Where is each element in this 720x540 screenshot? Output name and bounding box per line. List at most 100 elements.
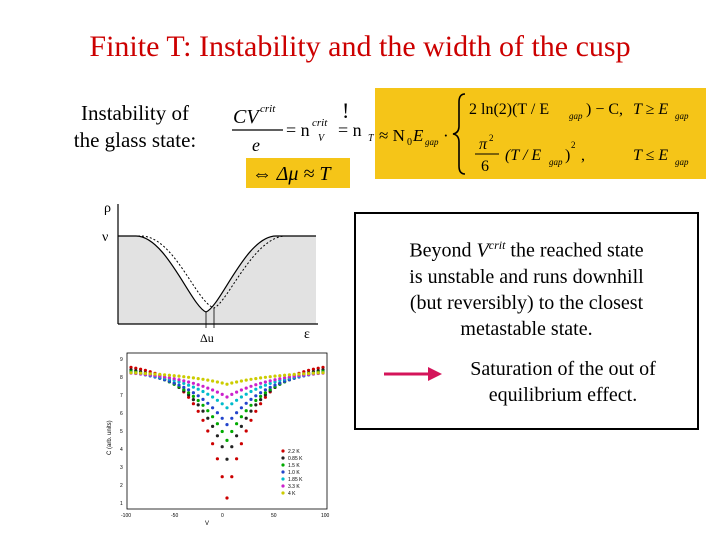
legend-label: 0.85 K (288, 456, 303, 462)
explanation-box: Beyond Vcrit the reached state is unstab… (354, 212, 699, 430)
data-point (177, 380, 181, 384)
data-point (211, 424, 215, 428)
data-point (172, 374, 176, 378)
data-point (220, 429, 224, 434)
data-point (268, 381, 272, 385)
data-point (139, 367, 143, 371)
data-point (215, 457, 219, 461)
data-point (302, 372, 306, 376)
data-point (263, 375, 267, 379)
data-point (311, 371, 315, 375)
y-tick-label: 8 (120, 375, 123, 381)
data-point (196, 387, 200, 391)
data-point (201, 377, 205, 381)
data-point (201, 389, 205, 394)
data-point (182, 387, 186, 392)
saturation-line-2: equilibrium effect. (488, 384, 638, 406)
data-point (263, 388, 267, 392)
data-point (254, 398, 258, 403)
data-plot-bg (87, 343, 337, 527)
data-point (235, 411, 239, 415)
data-point (182, 375, 186, 379)
data-point (187, 395, 191, 399)
data-point (263, 380, 267, 384)
rho-x-label: ε (304, 327, 310, 342)
data-point (259, 398, 263, 402)
data-point (239, 388, 243, 392)
data-point (278, 381, 282, 385)
data-point (273, 378, 277, 382)
case2-den: 6 (481, 158, 489, 175)
data-point (211, 442, 215, 446)
legend-label: 4 K (288, 491, 296, 497)
data-point (263, 391, 267, 395)
rho-plot-svg: ρ ν ε Δu (102, 201, 318, 345)
data-point (187, 380, 191, 384)
data-point (215, 411, 219, 415)
lhs-sup: crit (260, 103, 276, 115)
data-series-7 (129, 371, 325, 386)
legend-marker (281, 491, 285, 495)
legend-marker (281, 477, 285, 481)
slide-title: Finite T: Instability and the width of t… (89, 30, 631, 63)
data-point (196, 398, 200, 403)
data-point (239, 395, 243, 399)
data-point (225, 406, 229, 410)
data-point (225, 457, 229, 461)
eq1: = n (286, 120, 310, 140)
case2-num: π (479, 136, 488, 153)
legend-marker (281, 463, 285, 467)
y-tick-label: 7 (120, 393, 123, 399)
data-point (211, 388, 215, 392)
data-point (321, 365, 325, 369)
data-point (268, 375, 272, 379)
data-point (230, 402, 234, 406)
data-point (225, 438, 229, 442)
data-point (235, 434, 239, 438)
data-point (283, 373, 287, 377)
legend-marker (281, 470, 285, 474)
approx: ≈ N (379, 126, 405, 145)
data-point (230, 416, 234, 420)
data-point (215, 390, 219, 394)
data-point (172, 377, 176, 381)
instability-line-2: the glass state: (73, 128, 197, 152)
eq1-sub: V (318, 133, 326, 144)
eq1-sup: crit (312, 117, 328, 129)
data-point (182, 381, 186, 385)
legend-label: 1.5 K (288, 463, 300, 469)
y-tick-label: 6 (120, 411, 123, 417)
data-point (259, 385, 263, 389)
data-point (187, 391, 191, 395)
legend-marker (281, 456, 285, 460)
data-point (206, 386, 210, 390)
data-point (225, 423, 229, 427)
data-point (263, 383, 267, 387)
data-point (220, 402, 224, 406)
x-tick-label: -50 (171, 513, 178, 519)
data-point (244, 401, 248, 405)
data-point (220, 392, 224, 396)
delta-svg: ⇔ Δμ ≈ T (252, 163, 332, 185)
data-point (196, 394, 200, 398)
data-point (235, 457, 239, 461)
data-point (235, 398, 239, 402)
data-point (167, 376, 171, 380)
x-tick-label: -100 (121, 513, 131, 519)
data-point (220, 475, 224, 479)
lhs-numerator: CV (233, 106, 261, 128)
case1-cond-sub: gap (675, 111, 689, 121)
data-point (307, 368, 311, 372)
v-symbol: V (476, 239, 489, 262)
data-point (249, 409, 253, 413)
data-point (254, 409, 258, 413)
data-point (235, 390, 239, 394)
rho-shaded-area (118, 236, 316, 324)
instability-line-1: Instability of (81, 101, 189, 125)
data-point (249, 384, 253, 388)
data-point (254, 403, 258, 407)
data-point (263, 393, 267, 397)
data-point (163, 375, 167, 379)
data-plot-frame (126, 352, 328, 510)
equation-left: CV crit e = n V crit ! = n T (228, 92, 378, 162)
